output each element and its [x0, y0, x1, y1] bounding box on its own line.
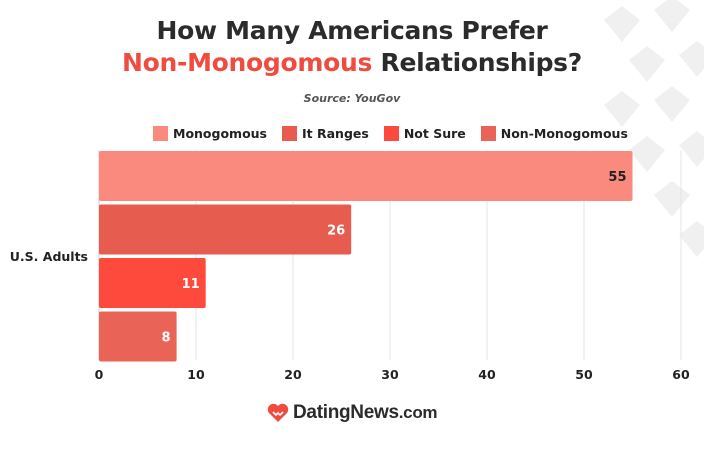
bar-it-ranges	[99, 204, 352, 255]
legend-swatch	[153, 125, 168, 141]
category-label: U.S. Adults	[10, 249, 88, 264]
x-tick-label: 0	[95, 367, 104, 382]
bar-value-label: 55	[608, 170, 626, 185]
legend-item-non-monogomous: Non-Monogomous	[480, 125, 628, 141]
x-tick-label: 40	[478, 367, 496, 382]
bar-not-sure	[99, 258, 206, 308]
bar-value-label: 11	[182, 277, 200, 292]
brand-name-suffix: .com	[398, 403, 438, 422]
legend-label: Monogomous	[173, 125, 268, 141]
legend-label: It Ranges	[302, 125, 369, 141]
bar-value-label: 8	[162, 331, 171, 346]
legend-label: Non-Monogomous	[500, 125, 628, 141]
x-tick-label: 60	[672, 367, 690, 382]
brand-name: DatingNews.com	[293, 402, 438, 424]
x-tick-label: 20	[284, 367, 302, 382]
chart-title-line2: Non-Monogomous Relationships?	[0, 48, 704, 77]
chart-legend: Monogomous It Ranges Not Sure Non-Monogomou…	[153, 124, 643, 142]
legend-item-monogomous: Monogomous	[153, 125, 268, 141]
chart-source: Source: YouGov	[303, 92, 401, 105]
brand-name-main: DatingNews	[293, 402, 399, 423]
x-tick-label: 10	[187, 367, 205, 382]
x-tick-label: 50	[575, 367, 593, 382]
x-tick-label: 30	[381, 367, 399, 382]
legend-item-not-sure: Not Sure	[383, 125, 466, 141]
chart-title-rest: Relationships?	[380, 48, 583, 77]
legend-item-it-ranges: It Ranges	[282, 125, 369, 141]
background-heart-pattern	[604, 0, 704, 257]
chart-title-line1: How Many Americans Prefer	[156, 16, 548, 45]
bar-non-monogomous	[99, 311, 177, 362]
legend-label: Not Sure	[403, 125, 466, 141]
legend-swatch	[282, 125, 298, 141]
brand-logo: DatingNews.com	[267, 402, 438, 424]
heart-handshake-icon	[267, 403, 289, 422]
bar-chart: 55 26 11 8 U.S. Adults 0 10 20 30 40 50 60	[10, 150, 690, 382]
chart-title-accent: Non-Monogomous	[122, 48, 373, 77]
bar-value-label: 26	[327, 224, 345, 239]
legend-swatch	[480, 125, 496, 141]
legend-swatch	[383, 125, 399, 141]
bar-monogomous	[99, 151, 633, 201]
